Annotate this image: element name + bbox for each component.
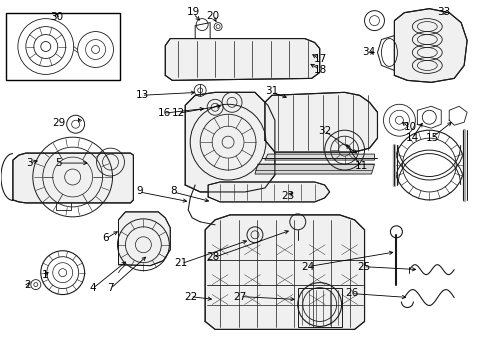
Polygon shape — [205, 215, 364, 329]
Text: 4: 4 — [89, 283, 96, 293]
Text: 18: 18 — [313, 64, 326, 75]
Text: 26: 26 — [345, 288, 358, 298]
Text: 9: 9 — [136, 186, 143, 197]
Text: 30: 30 — [50, 12, 63, 22]
Text: 10: 10 — [403, 122, 416, 132]
Text: 1: 1 — [41, 270, 48, 280]
Polygon shape — [13, 153, 133, 203]
Text: 17: 17 — [313, 54, 326, 64]
Text: 13: 13 — [135, 90, 148, 100]
Polygon shape — [118, 212, 170, 266]
Text: 5: 5 — [55, 158, 61, 168]
Text: 12: 12 — [172, 108, 185, 118]
Bar — [297, 288, 341, 328]
Text: 2: 2 — [24, 280, 31, 290]
Text: 22: 22 — [184, 292, 197, 302]
Polygon shape — [394, 9, 466, 82]
Text: 3: 3 — [26, 158, 32, 168]
Text: 7: 7 — [107, 283, 114, 293]
Text: 14: 14 — [405, 133, 418, 143]
Text: 24: 24 — [301, 262, 314, 272]
Polygon shape — [264, 92, 377, 152]
Text: 33: 33 — [437, 7, 450, 17]
Text: 6: 6 — [102, 233, 109, 243]
Polygon shape — [208, 182, 329, 202]
Text: 16: 16 — [157, 108, 170, 118]
Polygon shape — [264, 154, 374, 160]
Text: 21: 21 — [174, 258, 187, 268]
Text: 11: 11 — [354, 161, 367, 171]
Text: 25: 25 — [357, 262, 370, 272]
Text: 8: 8 — [170, 186, 177, 197]
Text: 20: 20 — [206, 11, 219, 21]
Text: 28: 28 — [206, 252, 219, 262]
Text: 34: 34 — [361, 46, 375, 57]
Polygon shape — [185, 92, 274, 192]
Text: 23: 23 — [281, 191, 294, 201]
Text: 15: 15 — [425, 133, 438, 143]
Text: 29: 29 — [52, 118, 65, 128]
Polygon shape — [254, 164, 374, 174]
Bar — [6, 13, 120, 80]
Text: 19: 19 — [186, 7, 200, 17]
Polygon shape — [165, 39, 319, 80]
Text: 32: 32 — [318, 126, 331, 135]
Text: 27: 27 — [232, 292, 246, 302]
Text: 31: 31 — [264, 86, 277, 96]
